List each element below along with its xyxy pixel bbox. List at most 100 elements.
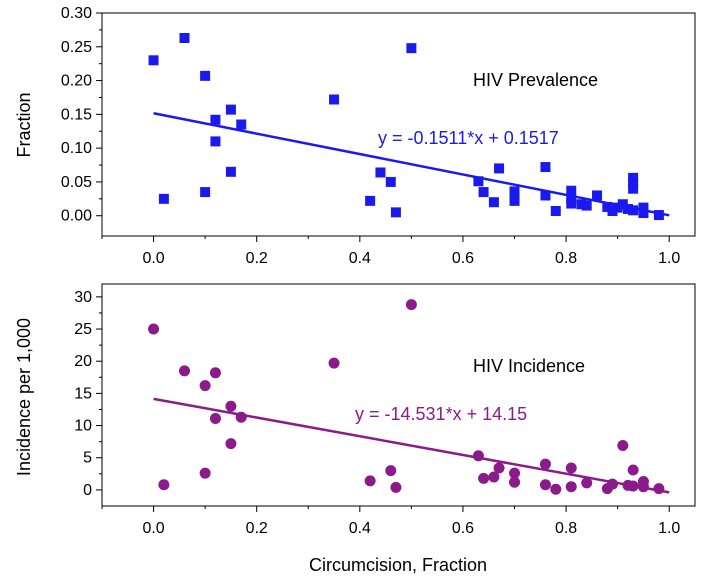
prevalence-y-ticks: 0.00 0.05 0.10 0.15 0.20 0.25 0.30 xyxy=(61,5,102,225)
prevalence-x-tick-label: 0.4 xyxy=(349,250,371,267)
prevalence-data-point xyxy=(638,208,649,219)
incidence-data-point xyxy=(653,483,665,495)
prevalence-points xyxy=(148,33,664,221)
prevalence-y-tick-label: 0.00 xyxy=(61,208,92,225)
prevalence-plot-frame xyxy=(101,12,696,237)
incidence-data-point xyxy=(148,323,160,335)
prevalence-data-point xyxy=(628,205,639,216)
incidence-y-tick-label: 0 xyxy=(83,482,92,499)
incidence-data-point xyxy=(225,438,237,450)
prevalence-data-point xyxy=(602,201,613,212)
prevalence-y-tick-label: 0.30 xyxy=(61,5,92,22)
incidence-x-tick-label: 0.6 xyxy=(452,520,474,537)
incidence-x-tick-label: 0.0 xyxy=(142,520,164,537)
prevalence-data-point xyxy=(628,178,639,189)
incidence-data-point xyxy=(478,472,490,484)
incidence-y-tick-label: 30 xyxy=(74,289,92,306)
incidence-plot-frame xyxy=(101,283,696,507)
prevalence-data-point xyxy=(653,210,664,221)
prevalence-x-tick-label: 1.0 xyxy=(658,250,680,267)
incidence-points xyxy=(148,299,665,495)
prevalence-x-ticks: 0.0 0.2 0.4 0.6 0.8 1.0 xyxy=(101,236,680,267)
prevalence-data-point xyxy=(210,136,221,147)
incidence-y-tick-label: 5 xyxy=(83,450,92,467)
prevalence-data-point xyxy=(509,186,520,197)
incidence-data-point xyxy=(509,467,521,479)
prevalence-x-tick-label: 0.8 xyxy=(555,250,577,267)
prevalence-y-tick-label: 0.05 xyxy=(61,174,92,191)
incidence-y-tick-label: 20 xyxy=(74,353,92,370)
prevalence-data-point xyxy=(148,55,159,66)
prevalence-data-point xyxy=(179,33,190,44)
prevalence-data-point xyxy=(390,207,401,218)
prevalence-data-point xyxy=(225,166,236,177)
incidence-trend-equation: y = -14.531*x + 14.15 xyxy=(355,404,527,424)
prevalence-data-point xyxy=(494,163,505,174)
incidence-data-point xyxy=(199,467,211,479)
incidence-data-point xyxy=(235,411,247,423)
incidence-data-point xyxy=(472,450,484,462)
incidence-data-point xyxy=(364,475,376,487)
incidence-data-point xyxy=(158,479,170,491)
prevalence-trendline xyxy=(153,111,670,217)
incidence-data-point xyxy=(539,479,551,491)
incidence-data-point xyxy=(225,400,237,412)
incidence-data-point xyxy=(179,365,191,377)
prevalence-data-point xyxy=(158,193,169,204)
prevalence-x-tick-label: 0.6 xyxy=(452,250,474,267)
incidence-data-point xyxy=(550,483,562,495)
incidence-data-point xyxy=(606,478,618,490)
prevalence-y-tick-label: 0.15 xyxy=(61,106,92,123)
prevalence-panel: 0.0 0.2 0.4 0.6 0.8 1.0 0.000.050.100.150.200… xyxy=(14,5,696,267)
prevalence-data-point xyxy=(200,187,211,198)
prevalence-data-point xyxy=(566,198,577,209)
incidence-panel: 0.0 0.2 0.4 0.6 0.8 1.0 0 5 10 15 20 25 30 Incidenc… xyxy=(14,283,696,575)
incidence-data-point xyxy=(209,367,221,379)
prevalence-y-axis-title: Fraction xyxy=(14,92,34,157)
prevalence-data-point xyxy=(628,172,639,183)
prevalence-x-tick-label: 0.2 xyxy=(246,250,268,267)
incidence-y-ticks: 0 5 10 15 20 25 30 xyxy=(74,289,102,499)
incidence-data-point xyxy=(385,465,397,477)
prevalence-data-point xyxy=(488,197,499,208)
prevalence-data-point xyxy=(566,185,577,196)
incidence-data-point xyxy=(637,481,649,493)
prevalence-data-point xyxy=(385,176,396,187)
prevalence-data-point xyxy=(225,104,236,115)
incidence-data-point xyxy=(565,481,577,493)
prevalence-data-point xyxy=(592,190,603,201)
prevalence-annotation-title: HIV Prevalence xyxy=(473,70,598,90)
prevalence-data-point xyxy=(329,94,340,105)
incidence-data-point xyxy=(390,481,402,493)
prevalence-trend-line xyxy=(153,111,670,217)
prevalence-data-point xyxy=(581,200,592,211)
prevalence-data-point xyxy=(473,176,484,187)
prevalence-y-tick-label: 0.25 xyxy=(61,39,92,56)
prevalence-data-point xyxy=(478,187,489,198)
incidence-y-axis-title: Incidence per 1,000 xyxy=(14,318,34,476)
prevalence-data-point xyxy=(236,119,247,130)
incidence-data-point xyxy=(405,299,417,311)
prevalence-data-point xyxy=(365,195,376,206)
prevalence-data-point xyxy=(576,199,587,210)
prevalence-data-point xyxy=(617,199,628,210)
incidence-data-point xyxy=(617,440,629,452)
prevalence-data-point xyxy=(628,183,639,194)
prevalence-data-point xyxy=(540,190,551,201)
incidence-data-point xyxy=(581,477,593,489)
prevalence-y-tick-label: 0.10 xyxy=(61,140,92,157)
incidence-data-point xyxy=(565,462,577,474)
prevalence-y-tick-label: 0.20 xyxy=(61,73,92,90)
prevalence-data-point xyxy=(509,195,520,206)
incidence-x-tick-label: 0.8 xyxy=(555,520,577,537)
incidence-data-point xyxy=(488,471,500,483)
prevalence-data-point xyxy=(375,167,386,178)
incidence-x-tick-label: 0.4 xyxy=(349,520,371,537)
incidence-data-point xyxy=(539,458,551,470)
incidence-annotation-title: HIV Incidence xyxy=(473,356,585,376)
incidence-y-tick-label: 25 xyxy=(74,321,92,338)
x-axis-title: Circumcision, Fraction xyxy=(309,555,487,575)
prevalence-data-point xyxy=(638,202,649,213)
prevalence-x-tick-label: 0.0 xyxy=(142,250,164,267)
